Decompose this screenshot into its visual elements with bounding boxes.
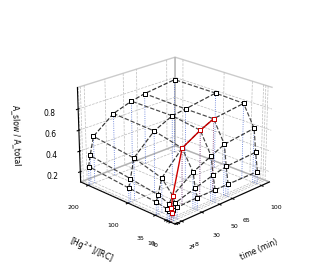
X-axis label: time (min): time (min) bbox=[239, 237, 279, 262]
Y-axis label: [Hg$^{2+}$]/[RC]: [Hg$^{2+}$]/[RC] bbox=[67, 233, 116, 266]
